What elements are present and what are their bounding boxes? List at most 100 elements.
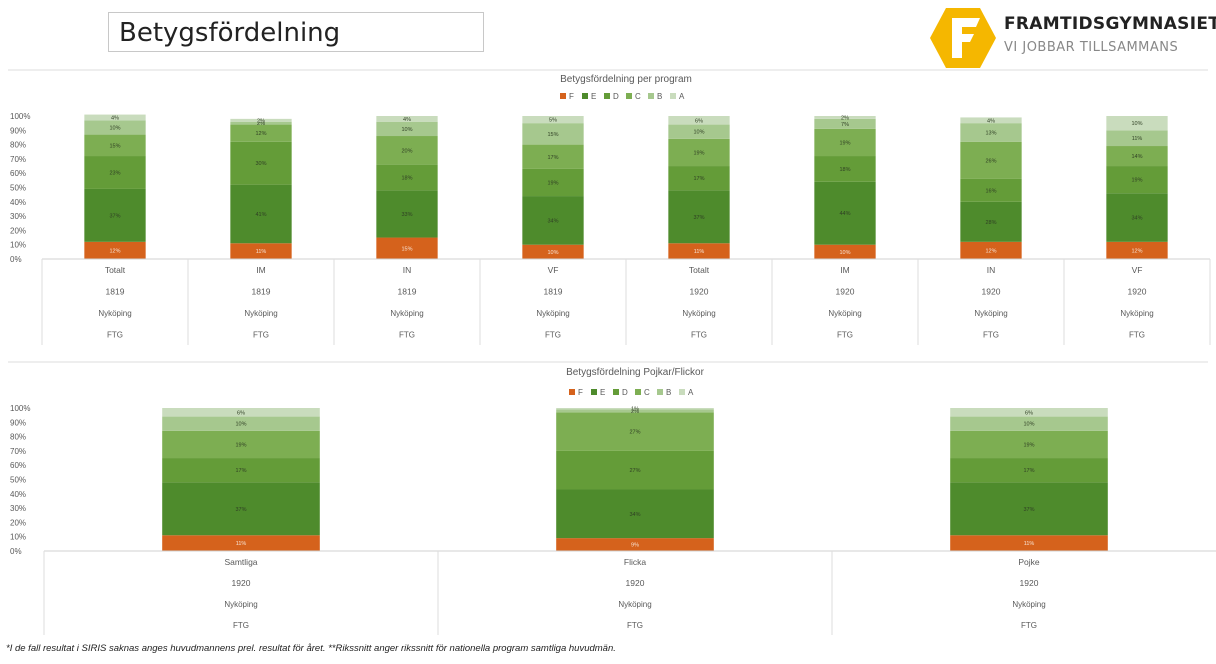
data-label-C-6: 26% bbox=[985, 158, 996, 164]
category-label-level0: IN bbox=[403, 265, 412, 275]
data-label-B-1: 2% bbox=[257, 121, 265, 127]
logo-letter bbox=[952, 18, 980, 58]
data-label-F-2: 11% bbox=[1024, 541, 1035, 547]
data-label-A-2: 4% bbox=[403, 117, 411, 123]
data-label-F-3: 10% bbox=[547, 250, 558, 256]
legend-swatch-C bbox=[635, 389, 641, 395]
data-label-D-1: 27% bbox=[629, 468, 640, 474]
bar-segment-B-6 bbox=[960, 123, 1022, 142]
data-label-B-6: 13% bbox=[985, 130, 996, 136]
data-label-E-7: 34% bbox=[1131, 216, 1142, 222]
y-tick-label: 50% bbox=[10, 184, 26, 193]
y-tick-label: 30% bbox=[10, 504, 26, 513]
bar-segment-F-5 bbox=[814, 244, 876, 259]
bar-segment-B-4 bbox=[668, 124, 730, 139]
bar-segment-A-4 bbox=[668, 116, 730, 125]
bar-segment-B-0 bbox=[84, 120, 146, 135]
bar-segment-A-0 bbox=[162, 408, 320, 417]
legend-label-A: A bbox=[688, 388, 694, 397]
data-label-F-2: 15% bbox=[401, 246, 412, 252]
data-label-C-1: 27% bbox=[629, 430, 640, 436]
data-label-B-2: 10% bbox=[1023, 422, 1034, 428]
bar-segment-F-3 bbox=[522, 244, 584, 259]
data-label-D-6: 16% bbox=[985, 188, 996, 194]
data-label-F-0: 12% bbox=[109, 248, 120, 254]
data-label-D-0: 17% bbox=[235, 468, 246, 474]
category-label-level1: 1920 bbox=[1128, 287, 1147, 297]
category-label-level3: FTG bbox=[1021, 621, 1037, 630]
data-label-F-5: 10% bbox=[839, 250, 850, 256]
data-label-F-4: 11% bbox=[694, 249, 705, 255]
page-title-box: Betygsfördelning bbox=[108, 12, 484, 52]
category-label-level2: Nyköping bbox=[536, 309, 569, 318]
data-label-E-6: 28% bbox=[985, 220, 996, 226]
chart-pojkar-flickor: Betygsfördelning Pojkar/Flickor F E D C B A 0% 1… bbox=[8, 361, 1216, 635]
bar-segment-E-5 bbox=[814, 181, 876, 245]
bar-segment-A-2 bbox=[376, 116, 438, 122]
bar-segment-B-3 bbox=[522, 123, 584, 145]
bar-segment-E-7 bbox=[1106, 193, 1168, 242]
bar-segment-E-2 bbox=[376, 190, 438, 238]
bar-segment-F-2 bbox=[950, 535, 1108, 551]
bar-segment-D-2 bbox=[950, 458, 1108, 483]
data-label-E-3: 34% bbox=[547, 218, 558, 224]
bar-segment-B-7 bbox=[1106, 130, 1168, 147]
legend-label-F: F bbox=[569, 92, 574, 101]
bar-segment-F-4 bbox=[668, 243, 730, 259]
data-label-B-0: 10% bbox=[109, 125, 120, 131]
bar-segment-F-6 bbox=[960, 241, 1022, 259]
category-label-level3: FTG bbox=[1129, 331, 1145, 340]
data-label-A-0: 6% bbox=[237, 410, 245, 416]
bar-segment-D-4 bbox=[668, 166, 730, 191]
data-label-D-2: 17% bbox=[1023, 468, 1034, 474]
category-label-level3: FTG bbox=[253, 331, 269, 340]
bar-segment-C-6 bbox=[960, 141, 1022, 179]
bar-segment-C-0 bbox=[84, 134, 146, 157]
category-label-level0: Flicka bbox=[624, 557, 646, 567]
category-label-level2: Nyköping bbox=[1012, 600, 1045, 609]
data-label-B-0: 10% bbox=[235, 422, 246, 428]
page-title: Betygsfördelning bbox=[119, 18, 341, 48]
bar-segment-F-7 bbox=[1106, 241, 1168, 259]
bar-segment-A-5 bbox=[814, 116, 876, 119]
y-tick-label: 100% bbox=[10, 404, 30, 413]
category-label-level1: 1920 bbox=[690, 287, 709, 297]
category-label-level0: VF bbox=[1132, 265, 1143, 275]
bar-segment-C-0 bbox=[162, 430, 320, 459]
bar-segment-F-0 bbox=[84, 241, 146, 259]
category-label-level1: 1920 bbox=[836, 287, 855, 297]
bar-segment-C-1 bbox=[230, 124, 292, 142]
data-label-E-5: 44% bbox=[839, 211, 850, 217]
legend-swatch-E bbox=[591, 389, 597, 395]
data-label-E-1: 34% bbox=[629, 512, 640, 518]
category-label-level3: FTG bbox=[983, 331, 999, 340]
legend-swatch-A bbox=[679, 389, 685, 395]
data-label-C-0: 15% bbox=[109, 143, 120, 149]
data-label-E-4: 37% bbox=[693, 215, 704, 221]
bar-segment-C-4 bbox=[668, 138, 730, 167]
bar-segment-B-5 bbox=[814, 118, 876, 129]
data-label-C-5: 19% bbox=[839, 140, 850, 146]
bar-segment-A-7 bbox=[1106, 116, 1168, 131]
data-label-F-1: 11% bbox=[256, 249, 267, 255]
legend-label-C: C bbox=[644, 388, 650, 397]
data-label-E-0: 37% bbox=[235, 507, 246, 513]
legend-swatch-D bbox=[604, 93, 610, 99]
category-label-level0: IN bbox=[987, 265, 996, 275]
bar-segment-C-2 bbox=[950, 430, 1108, 459]
data-label-A-4: 6% bbox=[695, 118, 703, 124]
bar-segment-F-1 bbox=[230, 243, 292, 259]
bar-segment-C-7 bbox=[1106, 146, 1168, 167]
bar-segment-E-1 bbox=[230, 184, 292, 244]
category-label-level2: Nyköping bbox=[618, 600, 651, 609]
data-label-C-3: 17% bbox=[547, 155, 558, 161]
legend-swatch-A bbox=[670, 93, 676, 99]
framtidsgymnasiet-logo-icon bbox=[930, 8, 996, 68]
y-tick-label: 70% bbox=[10, 155, 26, 164]
y-tick-label: 20% bbox=[10, 226, 26, 235]
data-label-C-7: 14% bbox=[1131, 154, 1142, 160]
data-label-B-3: 15% bbox=[547, 132, 558, 138]
bar-segment-C-1 bbox=[556, 412, 714, 451]
bar-segment-F-1 bbox=[556, 538, 714, 551]
bar-segment-B-2 bbox=[950, 416, 1108, 431]
